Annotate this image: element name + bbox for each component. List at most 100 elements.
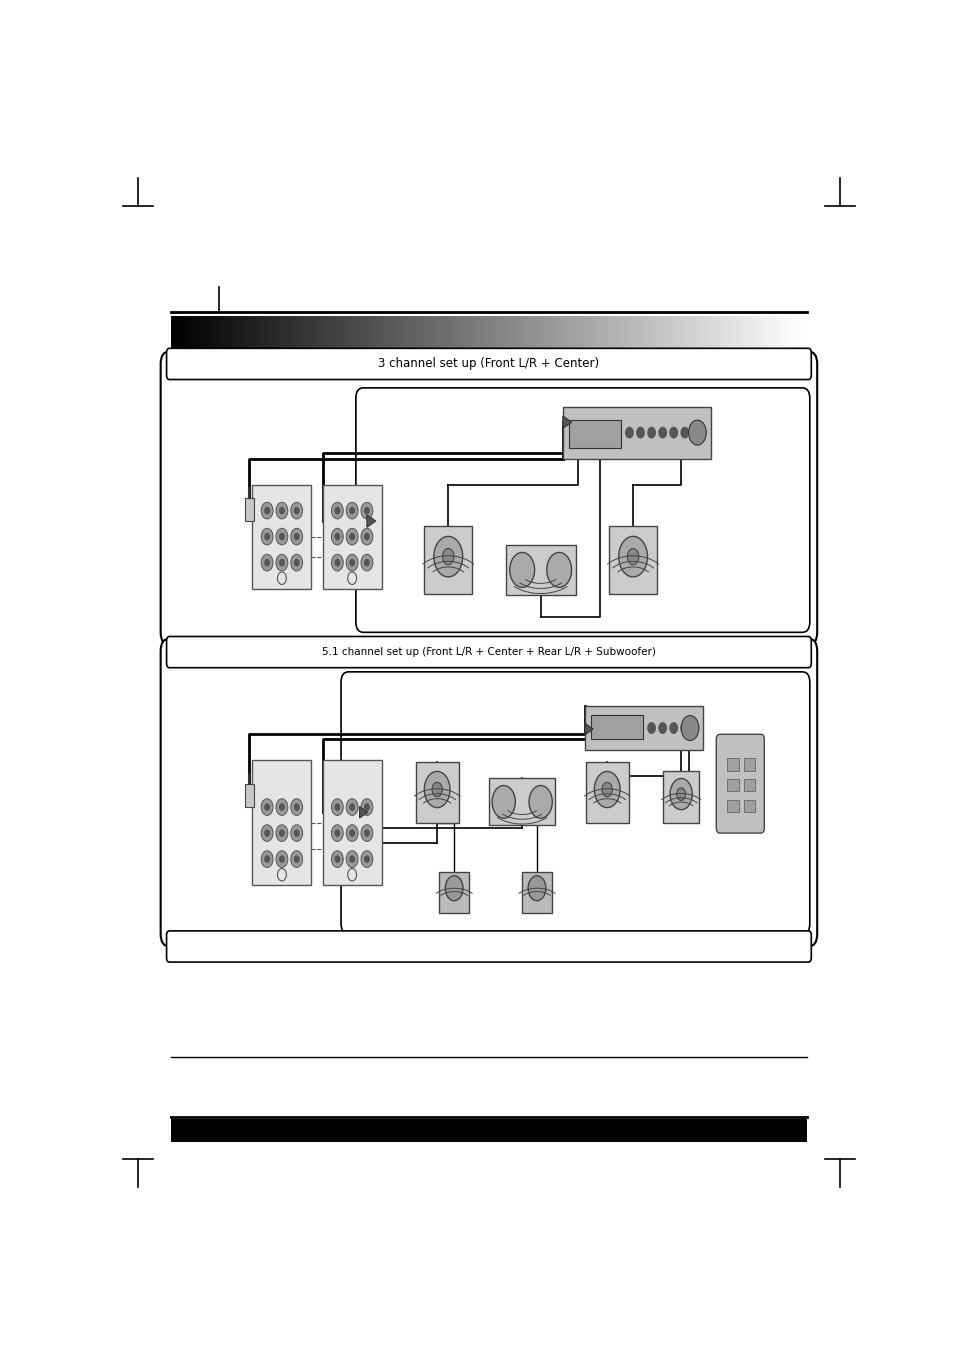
Bar: [396, 316, 399, 350]
Bar: [279, 316, 282, 350]
Circle shape: [360, 528, 373, 544]
Bar: [692, 316, 695, 350]
Bar: [533, 1121, 536, 1142]
Bar: [802, 1121, 806, 1142]
Bar: [597, 1121, 599, 1142]
Circle shape: [335, 534, 339, 540]
Bar: [545, 316, 549, 350]
Bar: [578, 316, 580, 350]
Bar: [196, 316, 199, 350]
Bar: [612, 316, 616, 350]
Bar: [234, 316, 237, 350]
Circle shape: [360, 824, 373, 842]
Circle shape: [261, 824, 273, 842]
Circle shape: [275, 503, 288, 519]
Bar: [289, 316, 292, 350]
Bar: [394, 316, 396, 350]
Bar: [659, 1121, 663, 1142]
Circle shape: [265, 804, 269, 811]
Circle shape: [346, 528, 357, 544]
Bar: [174, 316, 177, 350]
Bar: [390, 1121, 394, 1142]
Bar: [609, 1121, 612, 1142]
Bar: [330, 1121, 333, 1142]
Circle shape: [279, 559, 284, 566]
Bar: [355, 1121, 358, 1142]
Bar: [752, 1121, 755, 1142]
Bar: [717, 316, 720, 350]
Bar: [320, 316, 323, 350]
FancyBboxPatch shape: [167, 349, 810, 380]
Circle shape: [688, 420, 705, 444]
Bar: [323, 1121, 327, 1142]
Bar: [521, 871, 551, 913]
Bar: [322, 485, 381, 589]
Bar: [352, 1121, 355, 1142]
Circle shape: [350, 508, 354, 513]
Bar: [558, 1121, 561, 1142]
Circle shape: [680, 716, 699, 740]
Bar: [298, 316, 301, 350]
Bar: [644, 1121, 647, 1142]
Bar: [755, 1121, 759, 1142]
Bar: [228, 1121, 232, 1142]
Circle shape: [350, 857, 354, 862]
FancyBboxPatch shape: [167, 636, 810, 667]
FancyBboxPatch shape: [716, 735, 763, 834]
Bar: [778, 1121, 781, 1142]
Circle shape: [360, 798, 373, 816]
Circle shape: [275, 798, 288, 816]
Bar: [597, 316, 599, 350]
Bar: [339, 316, 342, 350]
Bar: [692, 1121, 695, 1142]
Bar: [444, 316, 447, 350]
Circle shape: [659, 723, 665, 734]
Bar: [342, 1121, 346, 1142]
Bar: [266, 1121, 270, 1142]
Circle shape: [331, 851, 343, 867]
Bar: [568, 420, 619, 449]
Bar: [752, 316, 755, 350]
Circle shape: [279, 857, 284, 862]
Bar: [252, 485, 311, 589]
Bar: [190, 1121, 193, 1142]
Bar: [209, 1121, 213, 1142]
Circle shape: [594, 771, 619, 808]
Bar: [662, 770, 699, 823]
Bar: [171, 1121, 174, 1142]
Bar: [628, 316, 631, 350]
Bar: [663, 316, 666, 350]
Bar: [526, 316, 530, 350]
Bar: [568, 1121, 571, 1142]
Bar: [196, 1121, 199, 1142]
Bar: [263, 316, 266, 350]
Bar: [282, 1121, 285, 1142]
Circle shape: [625, 427, 633, 438]
Circle shape: [529, 785, 552, 819]
Bar: [787, 1121, 790, 1142]
Bar: [418, 316, 422, 350]
Bar: [783, 1121, 787, 1142]
Bar: [273, 1121, 275, 1142]
Bar: [504, 1121, 507, 1142]
Bar: [564, 316, 568, 350]
Bar: [707, 316, 711, 350]
Bar: [659, 316, 663, 350]
Bar: [511, 1121, 514, 1142]
Bar: [358, 316, 361, 350]
Bar: [793, 1121, 797, 1142]
Circle shape: [279, 804, 284, 811]
Bar: [489, 1121, 492, 1142]
Bar: [285, 316, 289, 350]
Bar: [365, 1121, 368, 1142]
FancyBboxPatch shape: [160, 639, 817, 947]
Bar: [476, 316, 479, 350]
Bar: [730, 1121, 733, 1142]
Bar: [222, 1121, 225, 1142]
Circle shape: [331, 554, 343, 571]
Bar: [730, 316, 733, 350]
Bar: [593, 316, 597, 350]
Circle shape: [350, 830, 354, 836]
Bar: [616, 1121, 618, 1142]
Bar: [742, 758, 755, 770]
